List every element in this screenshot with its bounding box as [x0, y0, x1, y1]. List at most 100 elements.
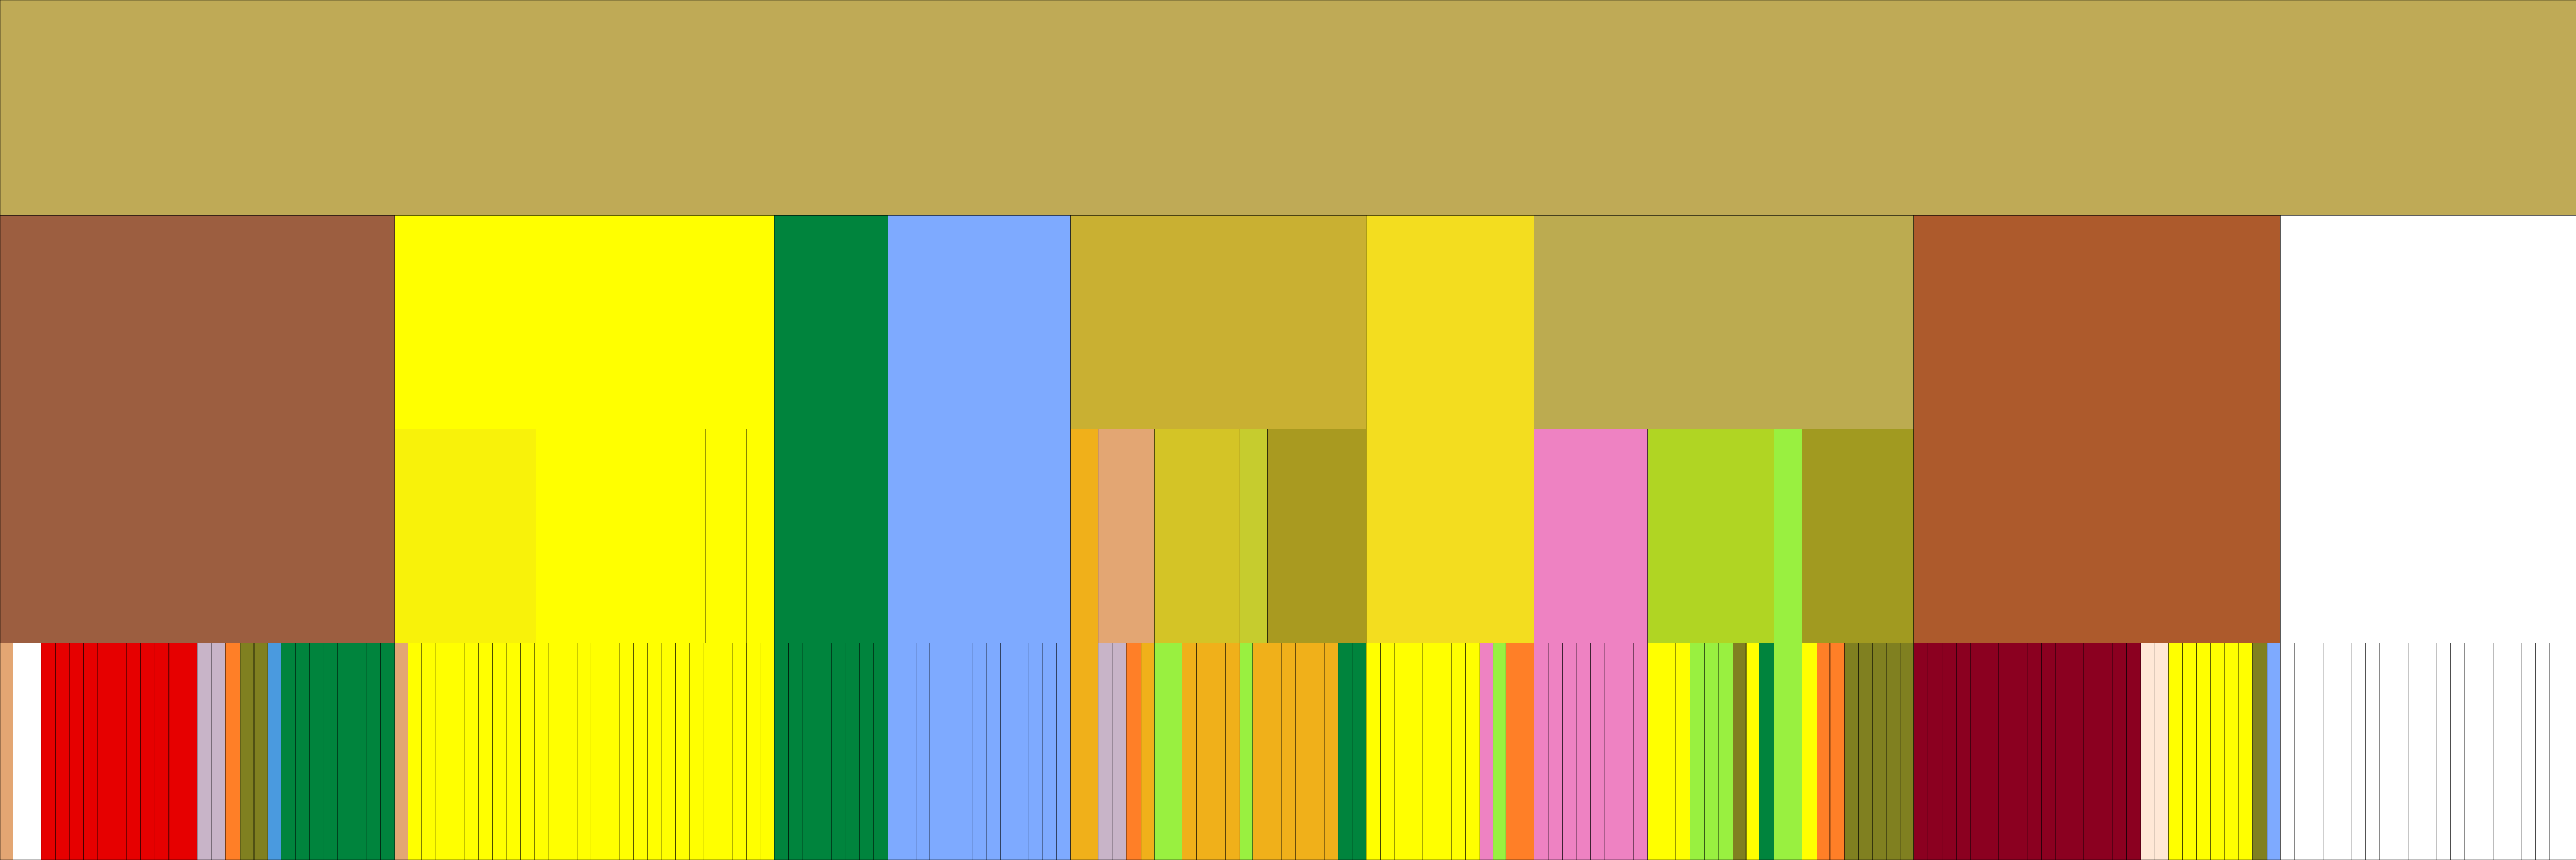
leaf-block — [408, 643, 421, 860]
level-3-block — [1534, 429, 1648, 643]
leaf-block — [2182, 643, 2196, 860]
leaf-block — [310, 643, 324, 860]
leaf-block — [169, 643, 183, 860]
leaf-block — [2098, 643, 2113, 860]
leaf-block — [1042, 643, 1056, 860]
leaf-block — [676, 643, 690, 860]
leaf-block — [1196, 643, 1211, 860]
leaf-block — [83, 643, 98, 860]
leaf-block — [2112, 643, 2127, 860]
leaf-block — [1493, 643, 1506, 860]
leaf-block — [1719, 643, 1733, 860]
leaf-block — [2168, 643, 2182, 860]
leaf-block — [1845, 643, 1859, 860]
leaf-block — [958, 643, 972, 860]
level-2-block — [888, 215, 1070, 429]
leaf-block — [27, 643, 41, 860]
leaf-block — [760, 643, 774, 860]
level-2-block — [1914, 215, 2281, 429]
level-3-block — [564, 429, 705, 643]
leaf-block — [1886, 643, 1900, 860]
leaf-block — [1338, 643, 1352, 860]
leaf-block — [1409, 643, 1423, 860]
leaf-block — [2521, 643, 2536, 860]
leaf-block — [2295, 643, 2309, 860]
leaf-block — [591, 643, 605, 860]
leaf-block — [1733, 643, 1747, 860]
leaf-block — [2027, 643, 2042, 860]
leaf-block — [126, 643, 141, 860]
leaf-block — [803, 643, 817, 860]
leaf-block — [2141, 643, 2155, 860]
leaf-block — [141, 643, 155, 860]
leaf-block — [2267, 643, 2281, 860]
leaf-block — [1999, 643, 2013, 860]
leaf-block — [2535, 643, 2550, 860]
leaf-block — [1437, 643, 1452, 860]
level-3-block — [1268, 429, 1366, 643]
leaf-block — [1154, 643, 1168, 860]
leaf-block — [2564, 643, 2576, 860]
leaf-block — [1182, 643, 1197, 860]
level-3-block — [1914, 429, 2281, 643]
leaf-block — [2239, 643, 2252, 860]
leaf-block — [478, 643, 492, 860]
leaf-block — [254, 643, 268, 860]
leaf-block — [1648, 643, 1662, 860]
level-3-block — [1802, 429, 1914, 643]
leaf-block — [13, 643, 27, 860]
level-3-block — [1648, 429, 1774, 643]
leaf-block — [2436, 643, 2451, 860]
leaf-block — [1028, 643, 1042, 860]
leaf-block — [1817, 643, 1830, 860]
leaf-block — [1098, 643, 1112, 860]
leaf-block — [1168, 643, 1182, 860]
level-3-block — [2280, 429, 2576, 643]
leaf-block — [70, 643, 84, 860]
leaf-block — [2013, 643, 2027, 860]
leaf-block — [1985, 643, 1999, 860]
leaf-block — [2493, 643, 2507, 860]
leaf-block — [845, 643, 860, 860]
leaf-block — [1577, 643, 1591, 860]
leaf-block — [718, 643, 732, 860]
leaf-block — [1690, 643, 1705, 860]
leaf-block — [2155, 643, 2168, 860]
leaf-block — [535, 643, 549, 860]
leaf-block — [55, 643, 70, 860]
leaf-block — [2056, 643, 2070, 860]
leaf-block — [2070, 643, 2084, 860]
leaf-block — [1253, 643, 1267, 860]
leaf-block — [619, 643, 633, 860]
leaf-block — [2041, 643, 2056, 860]
leaf-block — [1296, 643, 1310, 860]
leaf-block — [506, 643, 520, 860]
leaf-block — [2225, 643, 2239, 860]
leaf-block — [1548, 643, 1563, 860]
leaf-block — [2127, 643, 2141, 860]
leaf-block — [295, 643, 310, 860]
leaf-block — [1480, 643, 1493, 860]
leaf-block — [1352, 643, 1366, 860]
level-3-block — [1366, 429, 1534, 643]
leaf-block — [352, 643, 366, 860]
leaf-block — [1141, 643, 1155, 860]
level-3-block — [1240, 429, 1267, 643]
level-3-block — [536, 429, 564, 643]
leaf-block — [874, 643, 888, 860]
leaf-block — [1942, 643, 1957, 860]
leaf-block — [1802, 643, 1817, 860]
level-2-block — [774, 215, 888, 429]
leaf-block — [2394, 643, 2408, 860]
leaf-block — [2550, 643, 2564, 860]
leaf-block — [1126, 643, 1141, 860]
leaf-block — [450, 643, 464, 860]
leaf-block — [1225, 643, 1240, 860]
leaf-block — [817, 643, 832, 860]
leaf-block — [986, 643, 1000, 860]
leaf-block — [1759, 643, 1774, 860]
leaf-block — [746, 643, 760, 860]
leaf-block — [2380, 643, 2394, 860]
leaf-block — [888, 643, 902, 860]
